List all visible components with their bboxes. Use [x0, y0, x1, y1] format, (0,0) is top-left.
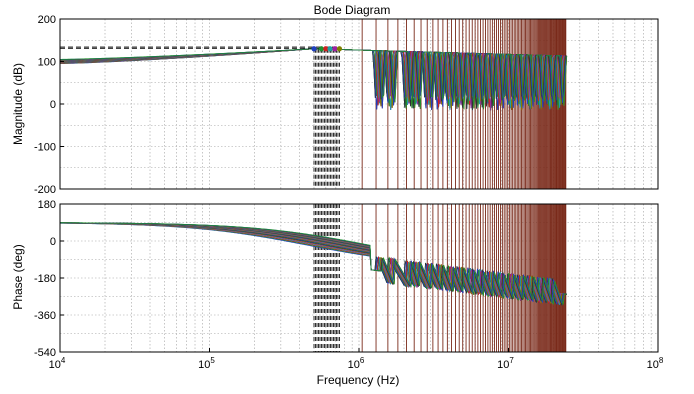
peak-dot: [332, 46, 338, 52]
frequency-axis-label: Frequency (Hz): [317, 373, 400, 387]
y-tick-label: -100: [34, 142, 56, 154]
y-tick-label: -540: [34, 347, 56, 359]
y-tick-label: -360: [34, 310, 56, 322]
magnitude-axis-label: Magnitude (dB): [11, 63, 25, 145]
peak-dot: [318, 46, 324, 52]
y-tick-label: -180: [34, 273, 56, 285]
y-tick-label: 180: [38, 199, 56, 211]
peak-dot: [311, 46, 317, 52]
x-tick-label: 105: [198, 356, 215, 371]
phase-curve: [60, 222, 567, 305]
peak-dot: [336, 46, 343, 52]
peak-dot: [327, 46, 333, 52]
y-tick-label: 0: [50, 99, 56, 111]
x-tick-label: 104: [49, 356, 66, 371]
x-tick-label: 106: [348, 356, 365, 371]
chart-title: Bode Diagram: [314, 3, 391, 17]
y-tick-label: 200: [38, 14, 56, 26]
y-tick-label: 0: [50, 236, 56, 248]
x-tick-label: 108: [647, 356, 664, 371]
y-tick-label: -200: [34, 184, 56, 196]
phase-axis-label: Phase (deg): [11, 244, 25, 309]
y-tick-label: 100: [38, 57, 56, 69]
peak-dot: [323, 46, 329, 52]
x-tick-label: 107: [497, 356, 514, 371]
